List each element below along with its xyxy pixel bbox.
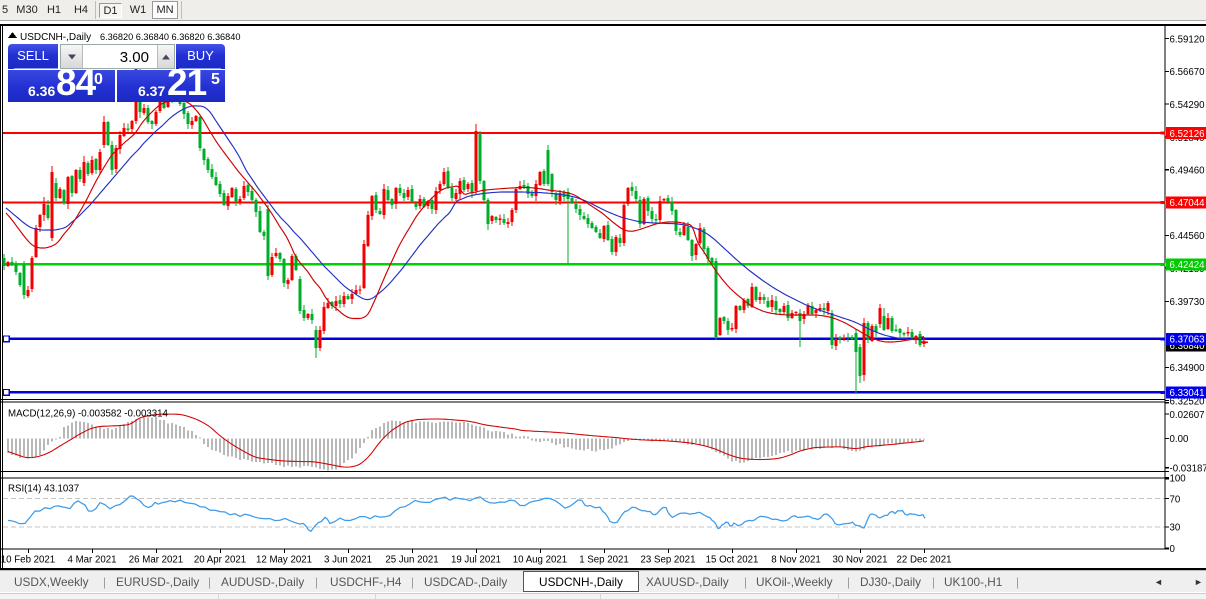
svg-text:26 Mar 2021: 26 Mar 2021 [129,555,183,566]
svg-text:6.52126: 6.52126 [1170,129,1205,140]
svg-text:-0.03187: -0.03187 [1170,464,1206,475]
svg-text:6.47044: 6.47044 [1170,198,1206,209]
svg-text:6.44560: 6.44560 [1170,231,1206,242]
svg-text:RSI(14) 43.1037: RSI(14) 43.1037 [8,484,79,495]
svg-text:20 Apr 2021: 20 Apr 2021 [194,555,246,566]
svg-text:6.34900: 6.34900 [1170,363,1206,374]
svg-text:6.36820 6.36840 6.36820 6.3684: 6.36820 6.36840 6.36820 6.36840 [100,32,241,42]
svg-text:6.37063: 6.37063 [1170,335,1205,346]
svg-text:22 Dec 2021: 22 Dec 2021 [897,555,952,566]
svg-text:6.42424: 6.42424 [1170,260,1206,271]
svg-text:6.39730: 6.39730 [1170,297,1206,308]
svg-text:25 Jun 2021: 25 Jun 2021 [385,555,438,566]
svg-text:19 Jul 2021: 19 Jul 2021 [451,555,501,566]
svg-text:12 May 2021: 12 May 2021 [256,555,312,566]
svg-text:1 Sep 2021: 1 Sep 2021 [579,555,629,566]
svg-text:3 Jun 2021: 3 Jun 2021 [324,555,372,566]
svg-text:23 Sep 2021: 23 Sep 2021 [641,555,696,566]
svg-text:15 Oct 2021: 15 Oct 2021 [706,555,759,566]
svg-text:USDCNH-,Daily: USDCNH-,Daily [20,32,91,43]
svg-text:70: 70 [1170,494,1181,505]
svg-text:100: 100 [1170,474,1187,485]
svg-text:0.02607: 0.02607 [1170,410,1205,421]
svg-text:10 Aug 2021: 10 Aug 2021 [513,555,567,566]
svg-text:6.36840: 6.36840 [1170,341,1206,352]
svg-text:30 Nov 2021: 30 Nov 2021 [833,555,888,566]
svg-text:0.00: 0.00 [1170,434,1189,445]
svg-text:6.33041: 6.33041 [1170,388,1205,399]
svg-text:6.59120: 6.59120 [1170,34,1206,45]
svg-text:4 Mar 2021: 4 Mar 2021 [67,555,116,566]
svg-text:6.56670: 6.56670 [1170,67,1206,78]
svg-text:6.49460: 6.49460 [1170,166,1206,177]
svg-text:6.32520: 6.32520 [1170,396,1206,407]
svg-text:10 Feb 2021: 10 Feb 2021 [1,555,55,566]
svg-text:6.54290: 6.54290 [1170,100,1206,111]
svg-text:MACD(12,26,9) -0.003582 -0.003: MACD(12,26,9) -0.003582 -0.003314 [8,409,169,420]
svg-text:30: 30 [1170,523,1181,534]
svg-text:0: 0 [1170,544,1176,555]
svg-text:8 Nov 2021: 8 Nov 2021 [771,555,821,566]
